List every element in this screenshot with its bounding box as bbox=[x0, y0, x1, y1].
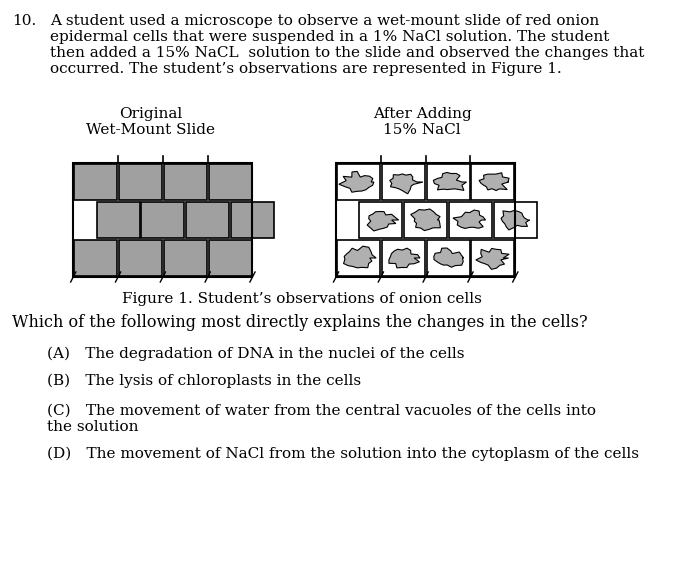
Text: Original: Original bbox=[119, 107, 183, 121]
Polygon shape bbox=[501, 211, 530, 230]
Bar bbox=[336, 163, 515, 277]
FancyBboxPatch shape bbox=[337, 240, 380, 276]
FancyBboxPatch shape bbox=[426, 164, 470, 200]
FancyBboxPatch shape bbox=[404, 202, 447, 238]
FancyBboxPatch shape bbox=[471, 164, 514, 200]
Text: 10.: 10. bbox=[12, 14, 36, 28]
Polygon shape bbox=[339, 171, 374, 192]
FancyBboxPatch shape bbox=[74, 164, 117, 200]
FancyBboxPatch shape bbox=[382, 164, 425, 200]
FancyBboxPatch shape bbox=[141, 202, 184, 238]
Text: After Adding: After Adding bbox=[373, 107, 472, 121]
Polygon shape bbox=[434, 248, 463, 268]
Polygon shape bbox=[433, 173, 467, 191]
FancyBboxPatch shape bbox=[471, 240, 514, 276]
FancyBboxPatch shape bbox=[74, 240, 117, 276]
FancyBboxPatch shape bbox=[186, 202, 229, 238]
FancyBboxPatch shape bbox=[209, 240, 251, 276]
Text: 15% NaCl: 15% NaCl bbox=[384, 123, 461, 137]
FancyBboxPatch shape bbox=[337, 164, 380, 200]
FancyBboxPatch shape bbox=[119, 240, 162, 276]
FancyBboxPatch shape bbox=[164, 240, 206, 276]
Text: (D) The movement of NaCl from the solution into the cytoplasm of the cells: (D) The movement of NaCl from the soluti… bbox=[48, 447, 639, 461]
Polygon shape bbox=[479, 173, 509, 191]
Text: (B) The lysis of chloroplasts in the cells: (B) The lysis of chloroplasts in the cel… bbox=[48, 374, 361, 388]
Bar bbox=[74, 163, 253, 277]
FancyBboxPatch shape bbox=[426, 240, 470, 276]
FancyBboxPatch shape bbox=[209, 164, 251, 200]
FancyBboxPatch shape bbox=[494, 202, 537, 238]
Polygon shape bbox=[389, 248, 420, 268]
Text: Wet-Mount Slide: Wet-Mount Slide bbox=[86, 123, 216, 137]
FancyBboxPatch shape bbox=[382, 240, 425, 276]
Polygon shape bbox=[453, 210, 486, 228]
FancyBboxPatch shape bbox=[164, 164, 206, 200]
Text: (C) The movement of water from the central vacuoles of the cells into: (C) The movement of water from the centr… bbox=[48, 404, 596, 418]
Text: (A) The degradation of DNA in the nuclei of the cells: (A) The degradation of DNA in the nuclei… bbox=[48, 347, 465, 361]
Text: Which of the following most directly explains the changes in the cells?: Which of the following most directly exp… bbox=[12, 314, 588, 331]
Polygon shape bbox=[411, 209, 440, 230]
Polygon shape bbox=[476, 248, 509, 269]
Text: Figure 1. Student’s observations of onion cells: Figure 1. Student’s observations of onio… bbox=[122, 292, 482, 306]
Text: A student used a microscope to observe a wet-mount slide of red onion: A student used a microscope to observe a… bbox=[50, 14, 599, 28]
FancyBboxPatch shape bbox=[119, 164, 162, 200]
Polygon shape bbox=[344, 246, 376, 268]
FancyBboxPatch shape bbox=[359, 202, 402, 238]
Polygon shape bbox=[390, 174, 423, 194]
FancyBboxPatch shape bbox=[449, 202, 492, 238]
Text: epidermal cells that were suspended in a 1% NaCl solution. The student: epidermal cells that were suspended in a… bbox=[50, 30, 610, 44]
Text: then added a 15% NaCL  solution to the slide and observed the changes that: then added a 15% NaCL solution to the sl… bbox=[50, 46, 645, 60]
Text: occurred. The student’s observations are represented in Figure 1.: occurred. The student’s observations are… bbox=[50, 62, 561, 76]
Polygon shape bbox=[368, 211, 398, 231]
Text: the solution: the solution bbox=[48, 420, 139, 434]
FancyBboxPatch shape bbox=[231, 202, 274, 238]
FancyBboxPatch shape bbox=[97, 202, 139, 238]
